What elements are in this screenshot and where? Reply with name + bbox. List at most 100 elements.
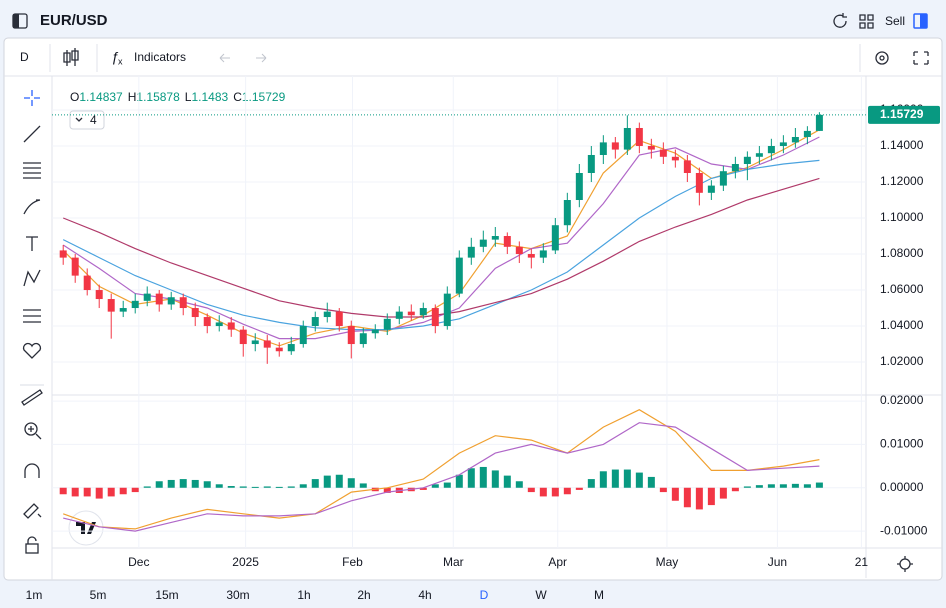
text-tool[interactable]: [26, 236, 38, 251]
histogram-bar: [83, 487, 91, 497]
timeframe-button[interactable]: M: [594, 588, 604, 602]
timeframe-button[interactable]: W: [535, 588, 547, 602]
candle-body: [359, 333, 367, 345]
lock-tool[interactable]: [25, 543, 39, 554]
histogram-bar: [311, 479, 319, 488]
refresh-button[interactable]: [833, 13, 847, 28]
interval-button[interactable]: D: [20, 50, 29, 64]
timeframe-button[interactable]: 2h: [357, 588, 370, 602]
candle-body: [371, 329, 379, 334]
timeframe-button[interactable]: 15m: [155, 588, 178, 602]
trend-line-tool[interactable]: [23, 125, 41, 143]
last-price-box: [868, 105, 940, 124]
timeframe-button[interactable]: 4h: [418, 588, 431, 602]
x-tick-label: Dec: [128, 555, 149, 569]
ohlc-key: O: [70, 90, 79, 104]
symbol[interactable]: EUR/USD: [40, 12, 108, 29]
timeframe-button[interactable]: 1h: [297, 588, 310, 602]
x-tick-label: Mar: [443, 555, 464, 569]
timeframe-button[interactable]: 30m: [226, 588, 249, 602]
candle-body: [779, 142, 787, 146]
redo-button[interactable]: [256, 53, 267, 63]
y-tick-label: 1.04000: [880, 318, 924, 332]
candle-body: [299, 326, 307, 345]
timeframe-button[interactable]: 1m: [26, 588, 43, 602]
prediction-tool[interactable]: [23, 309, 41, 323]
chart-type-button[interactable]: [63, 48, 79, 66]
undo-button[interactable]: [219, 53, 230, 63]
chevron: [75, 117, 83, 122]
candle-body: [767, 145, 775, 154]
candle-body: [287, 344, 295, 352]
pattern-tool[interactable]: [23, 269, 41, 287]
y-tick-label: -0.01000: [880, 523, 928, 537]
fullscreen-button[interactable]: [913, 51, 929, 65]
candle-body: [575, 172, 583, 201]
histogram-bar: [131, 487, 139, 493]
histogram-bar: [719, 487, 727, 499]
histogram-bar: [335, 474, 343, 488]
histogram-bar: [251, 486, 259, 488]
sell-button[interactable]: Sell: [885, 14, 905, 28]
candle-body: [599, 142, 607, 155]
candle-body: [455, 257, 463, 294]
y-tick-label: 1.06000: [880, 282, 924, 296]
indicator-collapse[interactable]: [69, 110, 105, 130]
brush-tool[interactable]: [23, 199, 41, 215]
candle-body: [695, 172, 703, 193]
histogram-bar: [215, 484, 223, 488]
candle-body: [419, 308, 427, 316]
ruler-tool[interactable]: [21, 389, 43, 406]
y-tick-label: 1.10000: [880, 210, 924, 224]
candle-body: [707, 185, 715, 193]
ohlc-value: 1.1483: [191, 90, 228, 104]
candle-body: [275, 347, 283, 352]
histogram-bar: [803, 484, 811, 488]
crosshair-tool[interactable]: [24, 90, 40, 106]
histogram-bar: [779, 484, 787, 488]
logo[interactable]: [68, 510, 104, 546]
zoom-tool[interactable]: [24, 422, 38, 436]
histogram-bar: [467, 468, 475, 488]
candle-body: [551, 225, 559, 251]
histogram-bar: [515, 481, 523, 488]
candle-body: [227, 322, 235, 330]
histogram-bar: [755, 485, 763, 488]
histogram-bar: [695, 487, 703, 510]
ohlc-key: H: [128, 90, 137, 104]
histogram-bar: [191, 479, 199, 488]
candle-body: [491, 236, 499, 240]
favorites-tool[interactable]: [22, 342, 42, 359]
candle-body: [179, 297, 187, 309]
histogram-bar: [671, 487, 679, 501]
ohlc-key: L: [185, 90, 192, 104]
candle-body: [119, 308, 127, 312]
candle-body: [815, 114, 823, 131]
candle-body: [407, 311, 415, 316]
indicators-button[interactable]: Indicators: [134, 50, 186, 64]
y-tick-label: 1.14000: [880, 138, 924, 152]
lock-draw-tool[interactable]: [23, 503, 42, 519]
settings-button[interactable]: [875, 51, 889, 65]
histogram-bar: [203, 481, 211, 488]
histogram-bar: [587, 479, 595, 488]
histogram-bar: [431, 484, 439, 488]
timeframe-button[interactable]: 5m: [90, 588, 107, 602]
indicator-line: [62, 159, 820, 331]
x-tick-label: Apr: [548, 555, 567, 569]
y-tick-label: 0.01000: [880, 437, 924, 451]
candle-body: [635, 127, 643, 146]
axis-settings: [897, 556, 913, 572]
fib-tool[interactable]: [23, 162, 41, 179]
candle-body: [479, 239, 487, 247]
candle-body: [191, 308, 199, 318]
histogram-bar: [551, 487, 559, 497]
magnet-tool[interactable]: [24, 463, 40, 478]
fx-icon: ƒ: [111, 49, 119, 65]
histogram-bar: [767, 484, 775, 488]
candle-body: [263, 340, 271, 348]
timeframe-button[interactable]: D: [480, 588, 489, 602]
layout-button[interactable]: [859, 14, 874, 29]
y-tick-label: 1.08000: [880, 246, 924, 260]
x-tick-label: Feb: [342, 555, 363, 569]
